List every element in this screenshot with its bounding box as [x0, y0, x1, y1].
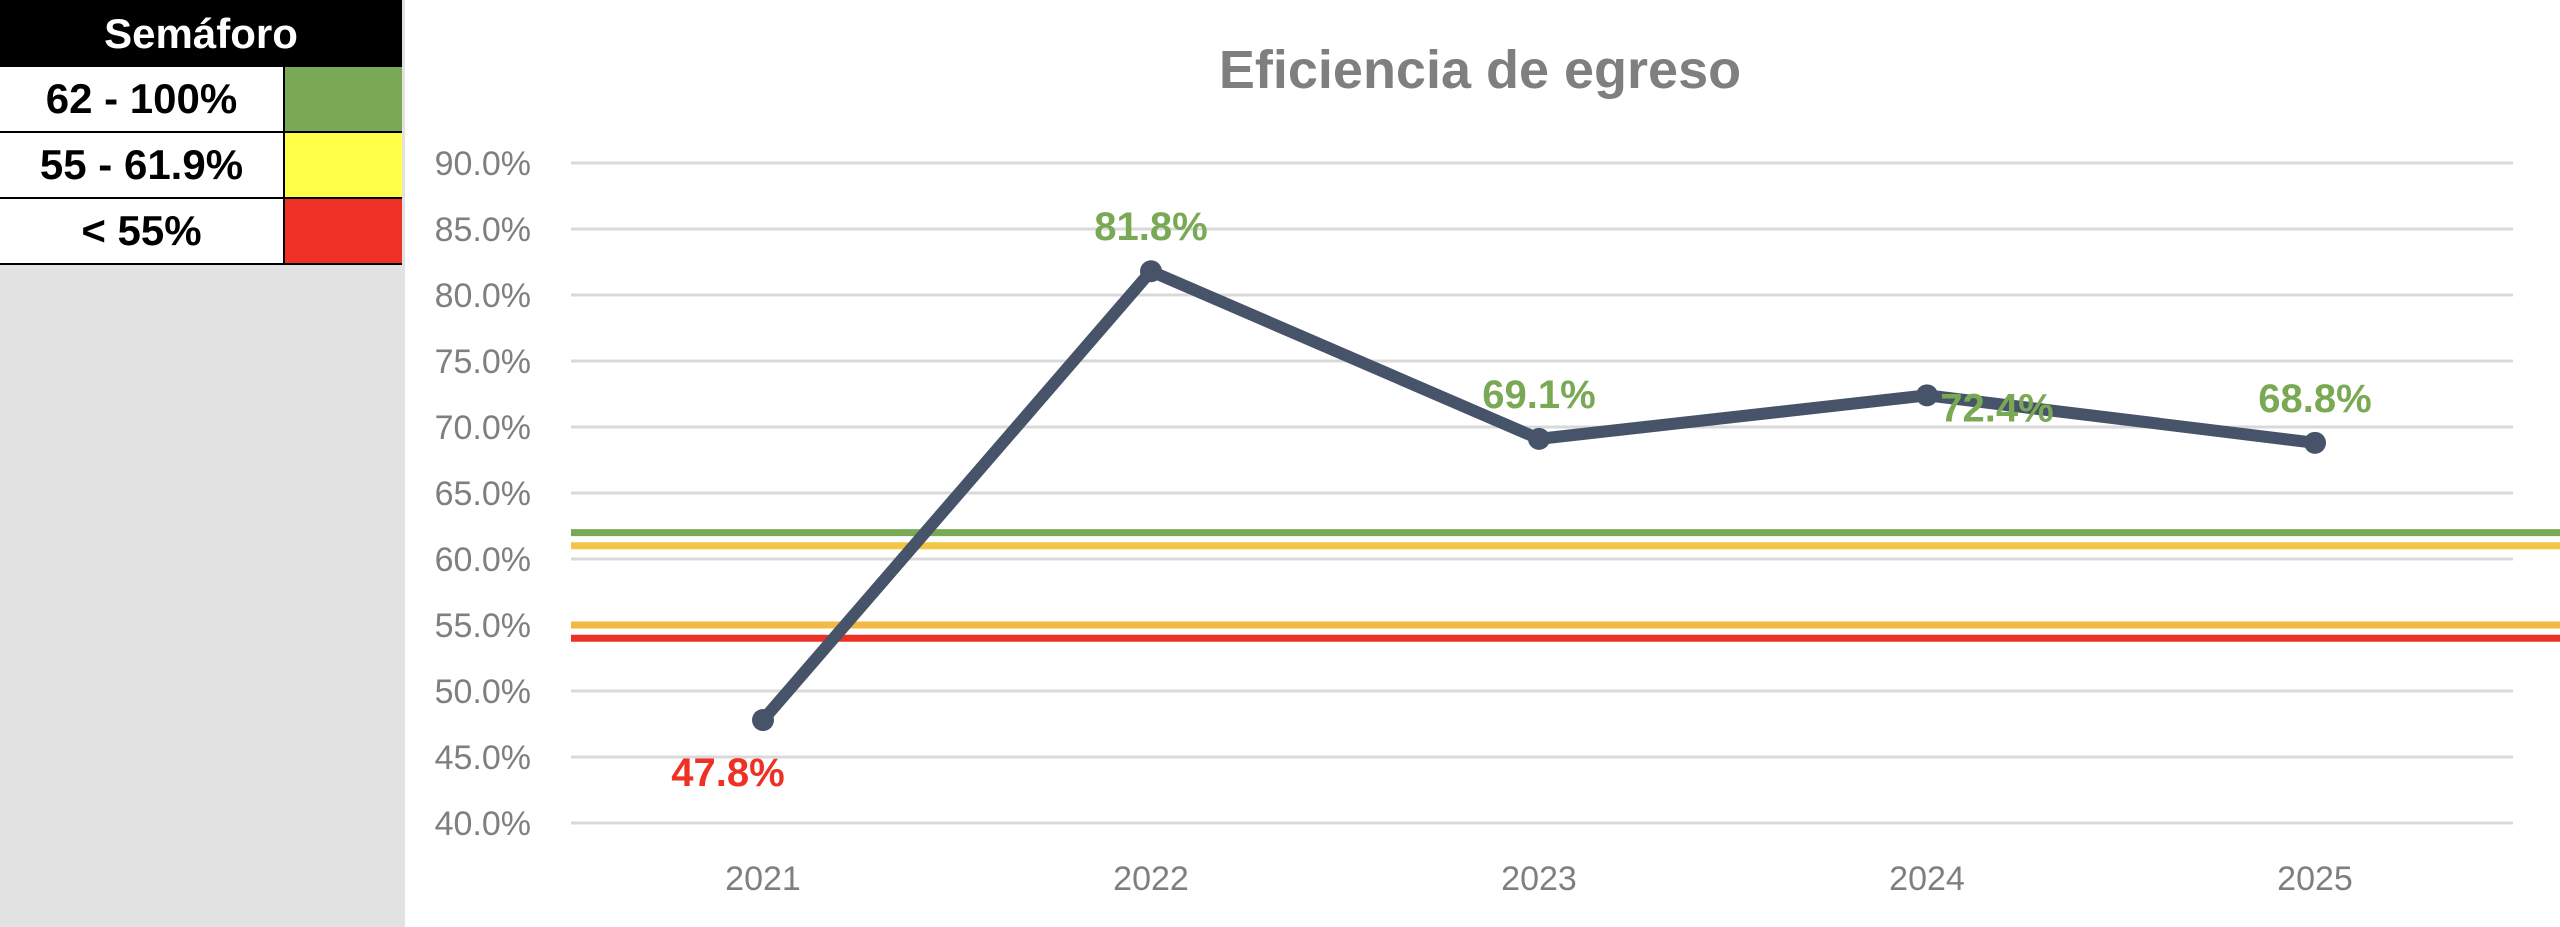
red-swatch: [285, 199, 402, 263]
green-swatch: [285, 67, 402, 131]
legend-range-label: 62 - 100%: [0, 67, 285, 131]
data-point: [2304, 431, 2326, 454]
y-tick-label: 90.0%: [435, 145, 531, 183]
legend-range-label: 55 - 61.9%: [0, 133, 285, 197]
x-tick-label: 2023: [1501, 860, 1577, 898]
series: [752, 260, 2326, 732]
y-tick-label: 60.0%: [435, 541, 531, 579]
legend-title: Semáforo: [0, 0, 402, 67]
y-tick-label: 85.0%: [435, 211, 531, 249]
chart-area: Eficiencia de egreso 40.0% 45.0% 50.0% 55.0…: [405, 0, 2560, 927]
x-tick-label: 2024: [1889, 860, 1965, 898]
data-point: [1528, 427, 1550, 450]
data-labels: 47.8% 81.8% 69.1% 72.4% 68.8%: [671, 205, 2371, 795]
chart-title: Eficiencia de egreso: [1219, 40, 1741, 100]
y-tick-label: 75.0%: [435, 343, 531, 381]
data-point: [1140, 260, 1162, 283]
data-point: [752, 709, 774, 732]
data-point: [1916, 384, 1938, 407]
y-tick-label: 45.0%: [435, 739, 531, 777]
line-chart: Eficiencia de egreso 40.0% 45.0% 50.0% 55.0…: [435, 40, 2560, 898]
data-label: 68.8%: [2258, 377, 2371, 421]
legend-range-label: < 55%: [0, 199, 285, 263]
x-tick-label: 2021: [725, 860, 801, 898]
x-tick-label: 2022: [1113, 860, 1189, 898]
series-line: [757, 265, 2321, 727]
legend-panel: Semáforo 62 - 100% 55 - 61.9% < 55%: [0, 0, 402, 927]
y-tick-label: 70.0%: [435, 409, 531, 447]
y-tick-label: 50.0%: [435, 673, 531, 711]
data-label: 81.8%: [1094, 205, 1207, 249]
x-axis-tick-labels: 2021 2022 2023 2024 2025: [725, 860, 2353, 898]
data-label: 69.1%: [1482, 373, 1595, 417]
threshold-lines: [571, 529, 2560, 642]
semaforo-legend: Semáforo 62 - 100% 55 - 61.9% < 55%: [0, 0, 402, 265]
yellow-swatch: [285, 133, 402, 197]
y-tick-label: 80.0%: [435, 277, 531, 315]
y-axis-tick-labels: 40.0% 45.0% 50.0% 55.0% 60.0% 65.0% 70.0% 75.0%…: [435, 145, 531, 843]
data-label: 72.4%: [1940, 386, 2053, 430]
y-tick-label: 65.0%: [435, 475, 531, 513]
x-tick-label: 2025: [2277, 860, 2353, 898]
gridlines: [571, 161, 2513, 825]
legend-row-red: < 55%: [0, 199, 402, 265]
y-tick-label: 40.0%: [435, 805, 531, 843]
legend-row-yellow: 55 - 61.9%: [0, 133, 402, 199]
data-label: 47.8%: [671, 751, 784, 795]
y-tick-label: 55.0%: [435, 607, 531, 645]
legend-row-green: 62 - 100%: [0, 67, 402, 133]
